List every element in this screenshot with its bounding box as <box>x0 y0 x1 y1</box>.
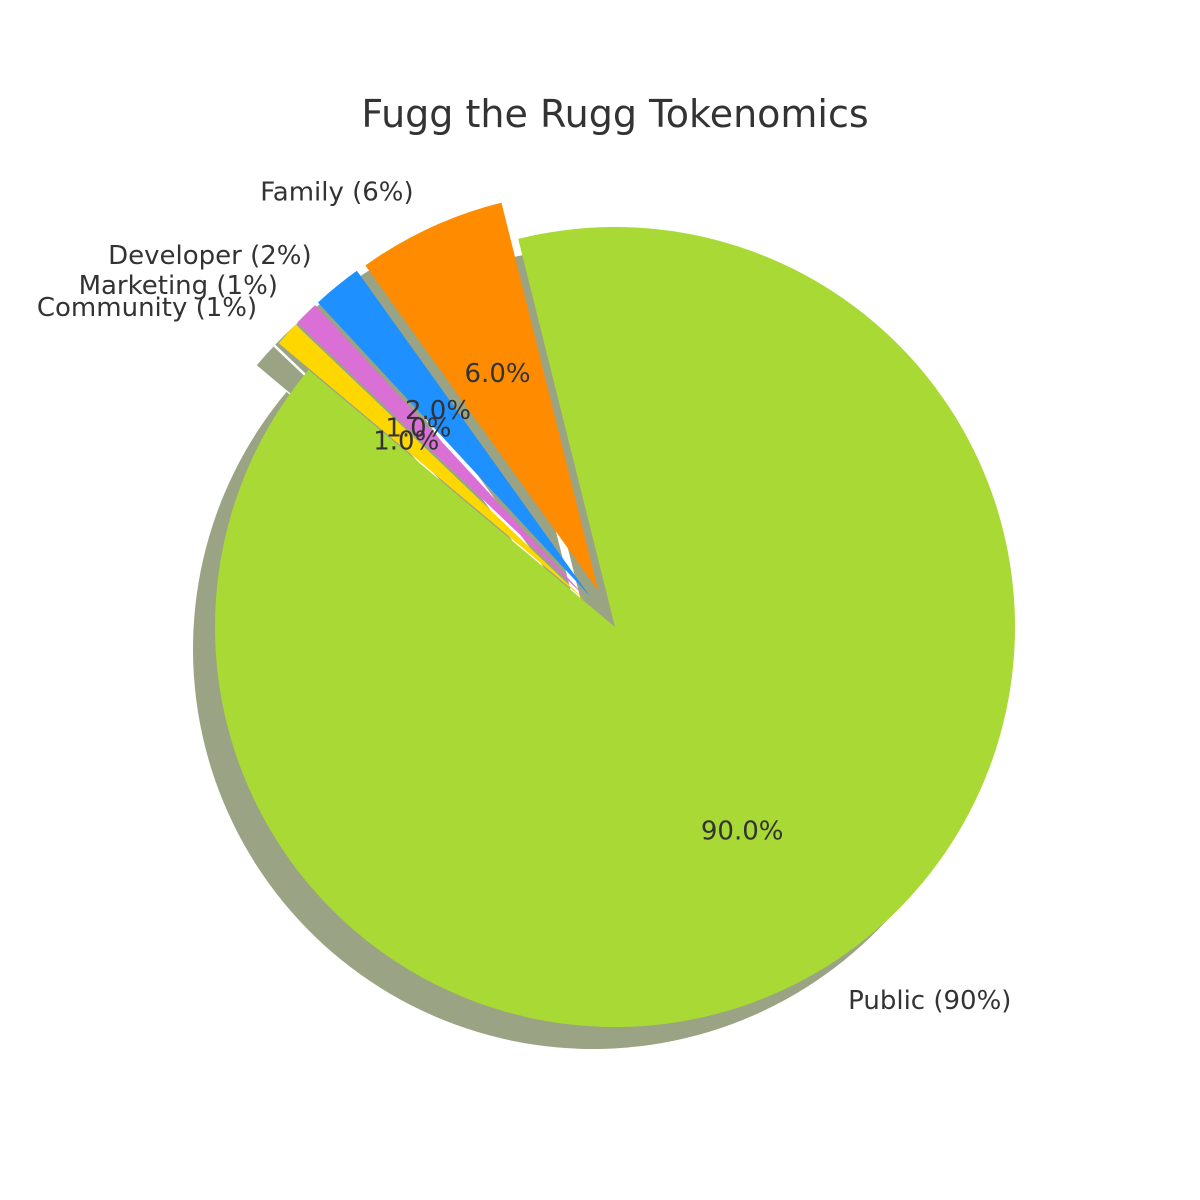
pct-label-family: 6.0% <box>465 359 531 389</box>
pct-label-developer: 2.0% <box>405 396 471 426</box>
category-label-developer: Developer (2%) <box>108 241 312 271</box>
slice-public <box>214 226 1015 1027</box>
pct-label-public: 90.0% <box>701 817 784 847</box>
pct-label-community: 1.0% <box>373 426 439 456</box>
chart-title: Fugg the Rugg Tokenomics <box>361 92 868 136</box>
slice-community <box>278 324 586 601</box>
category-label-community: Community (1%) <box>37 293 257 323</box>
pie-slices <box>214 202 1015 1027</box>
category-labels: Public (90%) Family (6%) Developer (2%)Mar… <box>37 177 1012 1016</box>
pct-label-marketing: 1.0% <box>385 414 451 444</box>
category-label-public: Public (90%) <box>848 986 1011 1016</box>
slice-developer <box>317 270 590 597</box>
slice-marketing <box>297 305 587 599</box>
category-label-marketing: Marketing (1%) <box>79 271 278 301</box>
percentage-labels: 90.0% 6.0% 2.0%1.0%1.0% <box>373 359 783 847</box>
category-label-family: Family (6%) <box>260 177 413 207</box>
slice-family <box>365 202 599 591</box>
